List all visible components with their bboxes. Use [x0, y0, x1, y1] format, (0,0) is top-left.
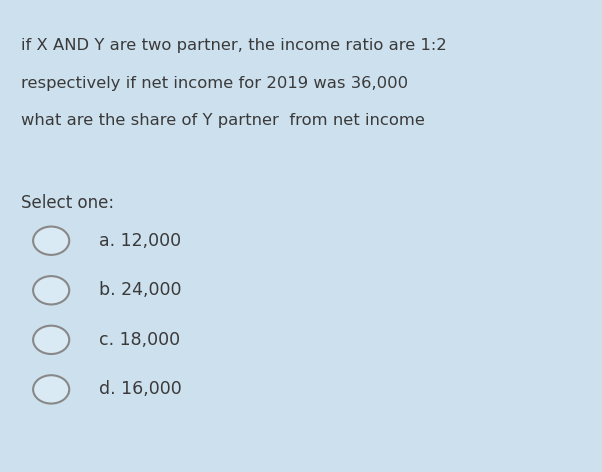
Text: d. 16,000: d. 16,000 — [99, 380, 182, 398]
Text: a. 12,000: a. 12,000 — [99, 232, 181, 250]
Text: b. 24,000: b. 24,000 — [99, 281, 182, 299]
Circle shape — [33, 326, 69, 354]
Text: c. 18,000: c. 18,000 — [99, 331, 181, 349]
Text: Select one:: Select one: — [21, 194, 114, 211]
Text: respectively if net income for 2019 was 36,000: respectively if net income for 2019 was … — [21, 76, 408, 91]
Circle shape — [33, 375, 69, 404]
Circle shape — [33, 276, 69, 304]
Circle shape — [33, 227, 69, 255]
Text: if X AND Y are two partner, the income ratio are 1:2: if X AND Y are two partner, the income r… — [21, 38, 447, 53]
Text: what are the share of Y partner  from net income: what are the share of Y partner from net… — [21, 113, 425, 128]
